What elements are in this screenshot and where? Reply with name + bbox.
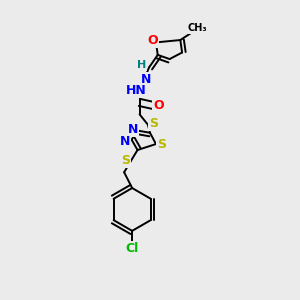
- Text: S: S: [157, 138, 166, 151]
- Text: O: O: [147, 34, 158, 47]
- Text: S: S: [121, 154, 130, 167]
- Text: O: O: [153, 99, 164, 112]
- Text: Cl: Cl: [125, 242, 139, 255]
- Text: HN: HN: [126, 84, 146, 97]
- Text: H: H: [137, 60, 146, 70]
- Text: N: N: [120, 135, 130, 148]
- Text: N: N: [141, 73, 151, 86]
- Text: N: N: [128, 123, 138, 136]
- Text: CH₃: CH₃: [187, 23, 207, 33]
- Text: S: S: [149, 117, 158, 130]
